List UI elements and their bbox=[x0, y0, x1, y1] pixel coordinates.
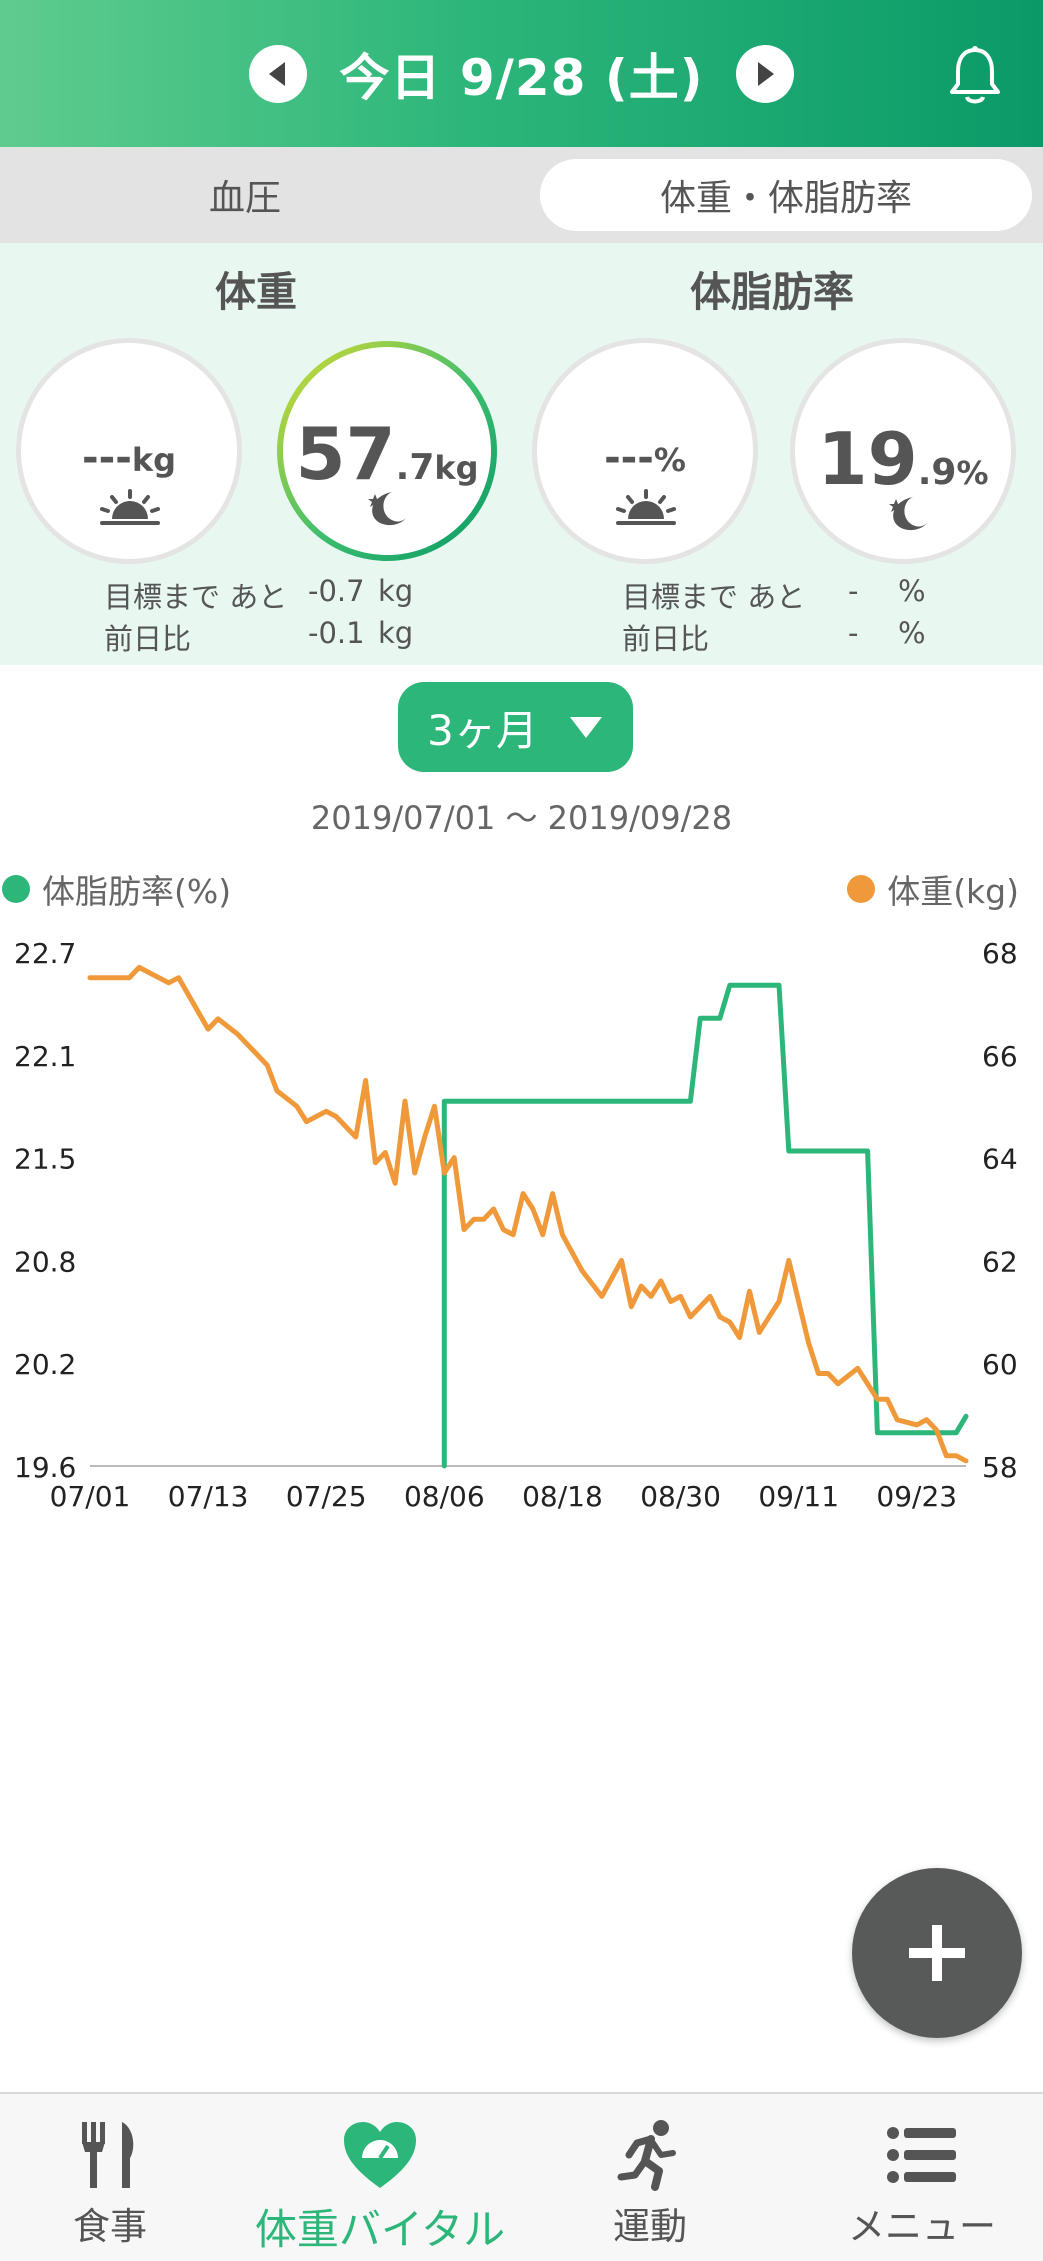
plus-icon bbox=[909, 1925, 965, 1981]
weight-goal-value: -0.7 bbox=[308, 574, 365, 608]
caret-right-icon bbox=[757, 61, 774, 86]
x-tick-label: 07/25 bbox=[286, 1480, 367, 1513]
next-day-button[interactable] bbox=[735, 44, 794, 103]
app-header: 今日 9/28 (土) bbox=[0, 0, 1043, 147]
bell-icon[interactable] bbox=[945, 44, 1005, 108]
legend-dot bbox=[847, 875, 876, 903]
nav-label-exercise: 運動 bbox=[613, 2205, 687, 2248]
running-icon bbox=[617, 2120, 676, 2191]
y-left-tick-label: 20.2 bbox=[14, 1348, 76, 1381]
nav-item-menu[interactable]: メニュー bbox=[842, 2094, 1002, 2261]
sunrise-icon bbox=[616, 489, 676, 525]
vital-trend-chart[interactable]: 22.7 22.1 21.5 20.8 20.2 19.6 68 66 64 62 60 58 07/0… bbox=[0, 930, 1043, 1520]
bodyfat-series-line bbox=[441, 982, 969, 1469]
y-right-tick-label: 64 bbox=[982, 1143, 1018, 1176]
bottom-navigation: 食事 体重バイタル 運動 bbox=[0, 2092, 1043, 2261]
bodyfat-goal-label: 目標まで あと bbox=[622, 580, 806, 614]
bodyfat-goal-value: - bbox=[848, 574, 859, 608]
y-left-tick-label: 21.5 bbox=[14, 1143, 76, 1176]
triangle-down-icon bbox=[569, 717, 602, 738]
weight-morning-circle[interactable]: ---kg bbox=[16, 338, 242, 564]
y-left-tick-label: 22.7 bbox=[14, 937, 76, 970]
y-left-tick-label: 19.6 bbox=[14, 1451, 76, 1484]
vital-tabs: 血圧 体重・体脂肪率 bbox=[0, 147, 1043, 243]
add-record-button[interactable] bbox=[852, 1868, 1022, 2038]
weight-evening-value: 57.7kg bbox=[295, 412, 479, 496]
weight-series-line bbox=[87, 964, 969, 1464]
bodyfat-goal-unit: % bbox=[898, 574, 926, 608]
legend-weight-label: 体重(kg) bbox=[887, 872, 1019, 911]
y-right-tick-label: 66 bbox=[982, 1040, 1018, 1073]
legend-dot bbox=[2, 875, 30, 903]
y-left-tick-label: 20.8 bbox=[14, 1245, 76, 1278]
fork-knife-icon bbox=[82, 2122, 134, 2188]
prev-day-button[interactable] bbox=[249, 44, 308, 103]
weight-diff-label: 前日比 bbox=[104, 622, 192, 656]
x-tick-label: 09/23 bbox=[876, 1480, 957, 1513]
weight-evening-circle[interactable]: 57.7kg bbox=[274, 338, 500, 564]
nav-item-exercise[interactable]: 運動 bbox=[580, 2094, 720, 2261]
nav-item-weight-vital[interactable]: 体重バイタル bbox=[240, 2094, 520, 2261]
y-right-tick-label: 62 bbox=[982, 1245, 1018, 1278]
date-navigator: 今日 9/28 (土) bbox=[0, 0, 1043, 147]
y-right-tick-label: 60 bbox=[982, 1348, 1018, 1381]
legend-weight: 体重(kg) bbox=[847, 865, 1019, 913]
date-range: 2019/07/01 〜 2019/09/28 bbox=[310, 799, 733, 837]
current-date: 今日 9/28 (土) bbox=[339, 48, 704, 107]
moon-icon bbox=[368, 492, 406, 526]
x-tick-label: 08/18 bbox=[522, 1480, 603, 1513]
x-tick-label: 07/01 bbox=[50, 1480, 131, 1513]
x-tick-label: 08/30 bbox=[640, 1480, 721, 1513]
y-left-tick-label: 22.1 bbox=[14, 1040, 76, 1073]
x-tick-label: 09/11 bbox=[758, 1480, 839, 1513]
weight-diff-unit: kg bbox=[378, 616, 414, 650]
y-right-tick-label: 58 bbox=[982, 1451, 1018, 1484]
list-icon bbox=[887, 2127, 956, 2183]
bodyfat-morning-circle[interactable]: ---% bbox=[532, 338, 758, 564]
nav-label-weight-vital: 体重バイタル bbox=[254, 2205, 506, 2254]
weight-title: 体重 bbox=[215, 268, 297, 316]
tab-blood-pressure[interactable]: 血圧 bbox=[208, 178, 281, 219]
bodyfat-diff-unit: % bbox=[898, 616, 926, 650]
tab-weight-bodyfat[interactable]: 体重・体脂肪率 bbox=[540, 159, 1032, 231]
nav-label-meal: 食事 bbox=[73, 2205, 147, 2248]
bodyfat-diff-label: 前日比 bbox=[622, 622, 710, 656]
nav-label-menu: メニュー bbox=[848, 2205, 996, 2248]
nav-item-meal[interactable]: 食事 bbox=[40, 2094, 180, 2261]
weight-morning-value: ---kg bbox=[82, 435, 176, 481]
weight-goal-label: 目標まで あと bbox=[104, 580, 288, 614]
bodyfat-morning-value: ---% bbox=[604, 435, 686, 481]
bodyfat-evening-value: 19.9% bbox=[817, 417, 989, 501]
bodyfat-diff-value: - bbox=[848, 616, 859, 650]
y-right-tick-label: 68 bbox=[982, 937, 1018, 970]
period-dropdown[interactable]: 3ヶ月 bbox=[398, 682, 633, 772]
weight-goal-unit: kg bbox=[378, 574, 414, 608]
goal-progress-ring bbox=[277, 341, 497, 561]
heart-scale-icon bbox=[344, 2122, 416, 2188]
weight-diff-value: -0.1 bbox=[308, 616, 365, 650]
moon-icon bbox=[889, 497, 927, 531]
bodyfat-title: 体脂肪率 bbox=[690, 268, 854, 316]
caret-left-icon bbox=[269, 61, 286, 86]
x-tick-label: 08/06 bbox=[404, 1480, 485, 1513]
legend-bodyfat-label: 体脂肪率(%) bbox=[42, 872, 232, 911]
period-label: 3ヶ月 bbox=[427, 705, 538, 755]
sunrise-icon bbox=[100, 489, 160, 525]
bodyfat-evening-circle[interactable]: 19.9% bbox=[790, 338, 1016, 564]
legend-bodyfat: 体脂肪率(%) bbox=[2, 865, 231, 913]
x-tick-label: 07/13 bbox=[168, 1480, 249, 1513]
